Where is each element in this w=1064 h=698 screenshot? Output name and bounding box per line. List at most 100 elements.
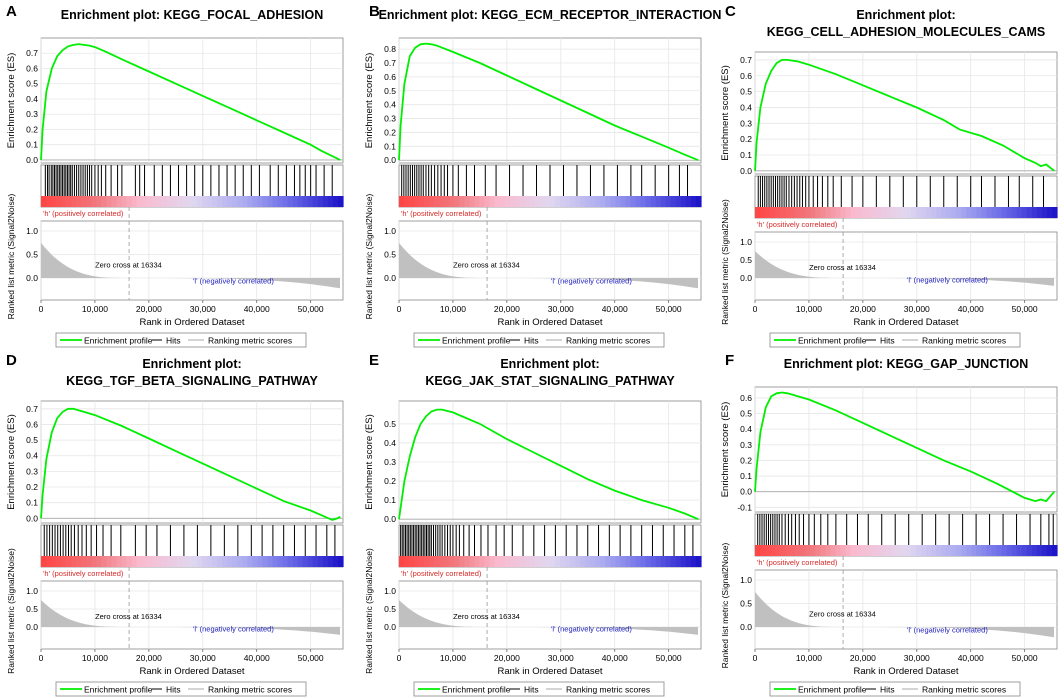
ranking-ramp-segment <box>302 196 309 207</box>
ranking-ramp-segment <box>585 196 591 207</box>
es-tick-label: 0.5 <box>384 419 396 429</box>
ranking-ramp-segment <box>1006 545 1013 556</box>
x-tick-label: 0 <box>397 304 402 314</box>
ranking-ramp-segment <box>1016 207 1023 218</box>
es-tick-label: 0.5 <box>740 87 752 97</box>
ranking-ramp-segment <box>519 556 526 567</box>
ranking-ramp-segment <box>865 545 872 556</box>
positive-label: 'h' (positively correlated) <box>401 209 482 218</box>
ranking-ramp-segment <box>610 196 617 207</box>
ranking-ramp-segment <box>610 556 617 567</box>
ranking-ramp-segment <box>605 196 611 207</box>
ranking-ramp-segment <box>76 196 82 207</box>
x-tick-label: 10,000 <box>82 653 108 663</box>
panel-d: D Enrichment plot: KEGG_TGF_BETA_SIGNALING… <box>6 352 344 697</box>
ranking-ramp-segment <box>207 556 213 567</box>
ranking-ramp-segment <box>242 196 248 207</box>
ranking-ramp-segment <box>474 556 481 567</box>
ranking-ramp-segment <box>424 196 430 207</box>
metric-tick-label: 0.5 <box>384 250 396 260</box>
ranking-ramp-segment <box>81 196 87 207</box>
legend-label: Hits <box>880 336 895 346</box>
x-axis-label: Rank in Ordered Dataset <box>139 317 244 328</box>
es-curve <box>398 408 699 521</box>
legend <box>55 332 307 348</box>
ranking-ramp-segment <box>207 196 213 207</box>
es-tick-label: 0.7 <box>26 48 38 58</box>
ranking-ramp-segment <box>1031 545 1038 556</box>
metric-area <box>755 591 1054 638</box>
es-tick-label: 0.2 <box>384 127 396 137</box>
ranking-ramp-segment <box>262 196 269 207</box>
es-tick-label: 0.2 <box>740 134 752 144</box>
ranking-ramp-segment <box>670 556 677 567</box>
x-tick-label: 30,000 <box>548 653 574 663</box>
es-plot-area <box>40 400 344 524</box>
ranking-ramp-segment <box>217 196 223 207</box>
ranking-ramp-segment <box>785 207 791 218</box>
ranking-ramp-segment <box>61 556 67 567</box>
ranking-ramp-segment <box>247 556 253 567</box>
ranking-ramp-segment <box>921 207 927 218</box>
ranking-ramp-segment <box>484 196 491 207</box>
es-tick-label: 0.2 <box>26 124 38 134</box>
ranking-ramp-segment <box>237 556 243 567</box>
ranking-ramp-segment <box>282 556 289 567</box>
es-tick-label: 0.2 <box>740 455 752 465</box>
ranking-ramp-segment <box>101 556 108 567</box>
ranking-ramp-segment <box>770 207 776 218</box>
ranking-ramp-segment <box>267 196 274 207</box>
es-tick-label: 0.2 <box>26 482 38 492</box>
ranking-ramp-segment <box>595 556 601 567</box>
x-tick-label: 50,000 <box>656 304 682 314</box>
ranking-ramp-segment <box>895 207 902 218</box>
ranking-ramp-segment <box>222 196 228 207</box>
ranking-ramp-segment <box>625 196 632 207</box>
ranking-ramp-segment <box>655 556 662 567</box>
ranking-ramp-segment <box>146 556 153 567</box>
ranking-ramp-segment <box>1016 545 1023 556</box>
zero-cross-text: Zero cross at 16334 <box>95 261 162 270</box>
x-tick-label: 20,000 <box>494 304 520 314</box>
x-axis-label: Rank in Ordered Dataset <box>853 666 958 677</box>
metric-plot-area <box>754 569 1058 650</box>
es-tick-label: 0.6 <box>384 72 396 82</box>
ranking-ramp-segment <box>800 207 806 218</box>
ranking-ramp-segment <box>534 196 541 207</box>
ranking-ramp-segment <box>630 196 637 207</box>
es-tick-label: 0.6 <box>740 71 752 81</box>
ranking-ramp-segment <box>966 545 973 556</box>
metric-plot-area <box>398 220 702 301</box>
metric-area <box>399 242 698 289</box>
ranking-ramp-segment <box>860 545 867 556</box>
ranking-ramp-segment <box>670 196 677 207</box>
x-axis-label: Rank in Ordered Dataset <box>139 666 244 677</box>
legend-label: Ranking metric scores <box>208 336 292 346</box>
ranking-ramp-segment <box>991 545 998 556</box>
ranking-ramp-segment <box>775 207 781 218</box>
ranking-ramp-segment <box>660 556 667 567</box>
legend-label: Ranking metric scores <box>922 685 1006 695</box>
ranking-ramp-segment <box>996 545 1003 556</box>
ranking-ramp-segment <box>474 196 481 207</box>
es-tick-label: 0.1 <box>740 150 752 160</box>
ranking-ramp-segment <box>630 556 637 567</box>
ranking-ramp-segment <box>66 196 72 207</box>
zero-cross-text: Zero cross at 16334 <box>95 612 162 621</box>
es-tick-label: 0.7 <box>740 55 752 65</box>
ranking-ramp-segment <box>399 196 405 207</box>
es-tick-label: 0.3 <box>26 466 38 476</box>
ranking-ramp-segment <box>292 556 299 567</box>
es-axis-label: Enrichment score (ES) <box>6 53 17 149</box>
es-tick-label: 0.3 <box>740 440 752 450</box>
panel-e: E Enrichment plot: KEGG_JAK_STAT_SIGNALING… <box>364 352 702 697</box>
ranking-ramp-segment <box>106 196 113 207</box>
ranking-ramp-segment <box>414 196 420 207</box>
metric-tick-label: 0.0 <box>740 273 752 283</box>
es-axis-label: Enrichment score (ES) <box>720 65 731 161</box>
es-tick-label: 0.3 <box>26 109 38 119</box>
metric-axis-label: Ranked list metric (Signal2Noise) <box>6 194 16 320</box>
ranking-ramp-segment <box>414 556 420 567</box>
chart-title: KEGG_CELL_ADHESION_MOLECULES_CAMS <box>767 25 1046 39</box>
